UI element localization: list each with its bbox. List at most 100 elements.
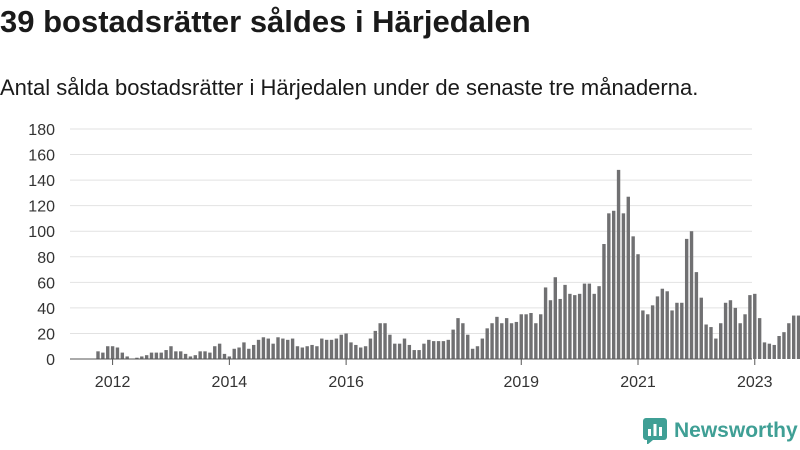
bar [646, 314, 650, 359]
bar [689, 231, 694, 359]
chart-subtitle: Antal sålda bostadsrätter i Härjedalen u… [0, 75, 699, 100]
bar [611, 210, 616, 359]
bar [738, 323, 742, 359]
bar [475, 346, 480, 359]
bar [446, 339, 450, 359]
bar [577, 293, 582, 359]
bar [320, 338, 324, 359]
bar [310, 344, 314, 359]
bar [179, 351, 183, 359]
bar [743, 314, 747, 359]
bar [621, 213, 626, 359]
x-tick-label: 2021 [620, 374, 656, 391]
y-tick-label: 60 [37, 275, 55, 292]
bar [777, 336, 781, 359]
bar [393, 343, 397, 359]
bar [480, 338, 485, 359]
bar [169, 346, 173, 359]
bar [602, 244, 606, 359]
bar [641, 310, 645, 359]
bar [757, 318, 762, 359]
bar [256, 339, 261, 359]
bar [509, 323, 514, 359]
page-title: 39 bostadsrätter såldes i Härjedalen [0, 4, 531, 39]
bar [154, 352, 159, 359]
bar [723, 302, 728, 359]
bar [115, 347, 120, 359]
bar [699, 297, 703, 359]
bar [295, 346, 300, 359]
bar [368, 338, 373, 359]
bar [796, 315, 800, 359]
bar [441, 341, 446, 359]
bar [539, 314, 543, 359]
bar [504, 318, 509, 359]
bar [193, 355, 197, 359]
bar [568, 293, 572, 359]
bar [281, 338, 285, 359]
bar [232, 348, 236, 359]
bar [636, 254, 640, 359]
brand-logo: Newsworthy [643, 418, 798, 444]
bar [665, 291, 669, 359]
y-tick-label: 180 [28, 122, 55, 139]
bar [548, 300, 553, 359]
bar [660, 288, 665, 359]
y-tick-label: 120 [28, 199, 55, 216]
bar [237, 347, 241, 359]
bar [684, 238, 689, 359]
bar [261, 337, 266, 359]
bar [490, 323, 494, 359]
bar [534, 323, 538, 359]
bar [543, 287, 548, 359]
bar [714, 338, 718, 359]
bar [286, 339, 290, 359]
bar [96, 351, 100, 359]
y-tick-label: 80 [37, 250, 55, 267]
bar [772, 344, 776, 359]
bar [251, 344, 256, 359]
bar [587, 283, 592, 359]
bar [529, 313, 533, 359]
bar [675, 302, 679, 359]
bar [217, 343, 222, 359]
bar [373, 330, 378, 359]
bar [553, 277, 558, 359]
bar [719, 323, 723, 359]
bar [324, 339, 329, 359]
bar [431, 341, 436, 359]
x-tick-label: 2012 [95, 374, 131, 391]
bar [247, 348, 251, 359]
bar [388, 334, 392, 359]
bar [631, 236, 635, 359]
bar [592, 293, 596, 359]
y-tick-label: 100 [28, 224, 55, 241]
bar [140, 356, 144, 359]
bar [290, 338, 295, 359]
bar [329, 339, 334, 359]
bar [305, 346, 309, 359]
y-tick-label: 40 [37, 301, 55, 318]
bar [748, 295, 752, 359]
bar [334, 338, 339, 359]
bar [650, 305, 655, 359]
bar [378, 323, 382, 359]
bar [110, 346, 115, 359]
bar [782, 332, 786, 359]
bar [436, 341, 441, 359]
x-tick-label: 2023 [737, 374, 773, 391]
bar [397, 343, 402, 359]
bar-chart: 0 20 40 60 80 100 120 140 160 180 2012 2014 2016 2019… [28, 122, 800, 391]
bar [456, 318, 460, 359]
bar [470, 348, 475, 359]
bar [626, 196, 630, 359]
bar [573, 295, 577, 359]
bar [558, 298, 562, 359]
x-tick-label: 2014 [212, 374, 248, 391]
bar [519, 314, 523, 359]
bar [266, 338, 270, 359]
bar [208, 352, 212, 359]
bar [514, 321, 519, 359]
bar [213, 346, 217, 359]
bar [524, 314, 528, 359]
